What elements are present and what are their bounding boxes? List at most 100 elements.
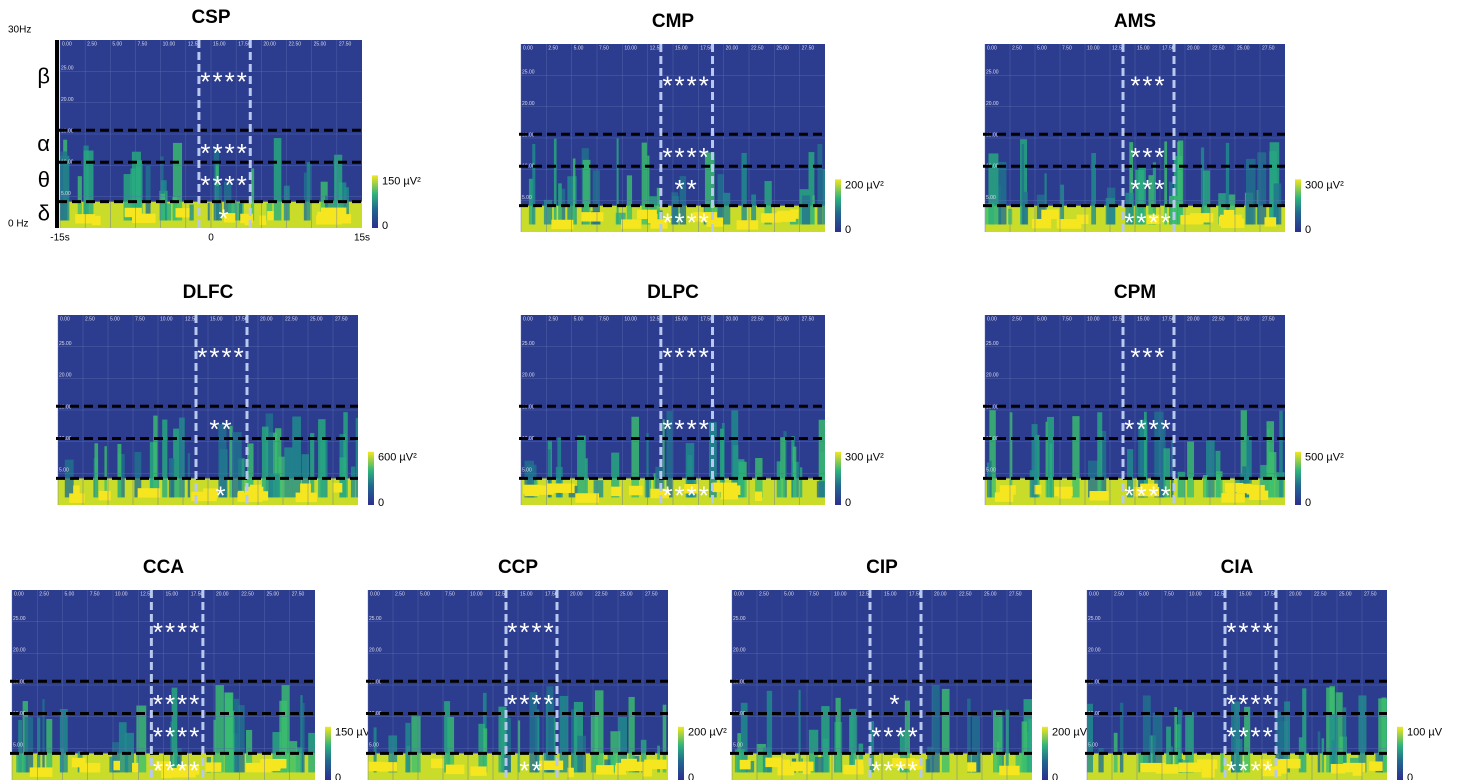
yellow-patch xyxy=(336,214,352,224)
freq-tick: 10.00 xyxy=(369,711,382,717)
time-tick: 5.00 xyxy=(112,41,122,47)
yellow-patch xyxy=(71,757,86,768)
freq-tick: 20.00 xyxy=(59,373,72,379)
significance-stars: **** xyxy=(662,142,710,172)
freq-tick: 15.00 xyxy=(13,679,26,685)
time-tick: 12.50 xyxy=(650,45,663,51)
significance-stars: **** xyxy=(1226,689,1274,719)
yellow-patch xyxy=(1190,213,1214,223)
spectral-burst xyxy=(641,142,647,225)
spectral-burst xyxy=(1216,471,1223,498)
spectral-burst xyxy=(1268,452,1277,498)
time-tick: 7.50 xyxy=(809,591,819,597)
spectral-burst xyxy=(662,704,667,773)
freq-tick: 15.00 xyxy=(1088,679,1101,685)
panel-title: CIA xyxy=(1221,557,1254,578)
significance-stars: **** xyxy=(1124,414,1172,444)
colorbar-max: 200 µV² xyxy=(845,179,884,191)
yellow-patch xyxy=(1369,761,1383,771)
freq-tick: 20.00 xyxy=(1088,648,1101,654)
spectral-burst xyxy=(64,459,74,498)
spectral-burst xyxy=(967,698,971,773)
yellow-patch xyxy=(1352,766,1363,776)
spectral-burst xyxy=(989,410,996,498)
spectral-burst xyxy=(275,428,282,498)
yellow-patch xyxy=(91,215,101,226)
spectral-burst xyxy=(1152,712,1163,773)
spectral-burst xyxy=(1378,698,1387,773)
spectral-burst xyxy=(546,686,554,773)
spectral-burst xyxy=(1206,440,1215,498)
time-label: 15s xyxy=(354,233,370,244)
freq-tick: 20.00 xyxy=(522,101,535,107)
freq-tick: 5.00 xyxy=(986,468,996,474)
spectral-burst xyxy=(46,718,53,773)
spectral-burst xyxy=(818,419,825,498)
significance-stars: **** xyxy=(507,617,555,647)
freq-tick: 5.00 xyxy=(61,191,71,197)
time-tick: 12.50 xyxy=(650,316,663,322)
freq-tick: 10.00 xyxy=(733,711,746,717)
yellow-patch xyxy=(628,485,643,496)
significance-stars: **** xyxy=(153,689,201,719)
spectral-burst xyxy=(498,706,507,773)
time-tick: 27.50 xyxy=(645,591,658,597)
significance-stars: **** xyxy=(1124,481,1172,511)
significance-stars: *** xyxy=(1130,142,1166,172)
yellow-patch xyxy=(783,211,794,221)
spectral-burst xyxy=(925,759,930,773)
spectral-burst xyxy=(405,722,411,773)
spectral-burst xyxy=(653,473,657,498)
spectral-burst xyxy=(292,416,301,498)
time-tick: 25.00 xyxy=(776,316,789,322)
spectral-burst xyxy=(1245,158,1256,225)
yellow-patch xyxy=(777,765,795,776)
spectral-burst xyxy=(269,474,280,498)
time-tick: 10.00 xyxy=(470,591,483,597)
time-tick: 25.00 xyxy=(310,316,323,322)
significance-stars: **** xyxy=(153,617,201,647)
significance-stars: **** xyxy=(200,66,248,96)
freq-tick: 25.00 xyxy=(369,616,382,622)
freq-tick: 15.00 xyxy=(733,679,746,685)
spectral-burst xyxy=(343,187,349,221)
spectral-burst xyxy=(656,187,661,225)
spectral-burst xyxy=(808,152,815,225)
spectral-burst xyxy=(717,174,724,225)
time-tick: 27.50 xyxy=(1262,45,1275,51)
spectral-burst xyxy=(1358,695,1367,773)
spectral-burst xyxy=(798,689,801,773)
spectral-burst xyxy=(737,459,745,498)
colorbar-min: 0 xyxy=(845,497,851,509)
yellow-patch xyxy=(843,764,864,775)
spectral-burst xyxy=(1273,183,1282,225)
time-tick: 27.50 xyxy=(292,591,305,597)
significance-stars: *** xyxy=(1130,342,1166,372)
spectral-burst xyxy=(1100,430,1107,498)
time-tick: 12.50 xyxy=(140,591,153,597)
spectral-burst xyxy=(229,425,233,498)
freq-tick: 10.00 xyxy=(1088,711,1101,717)
freq-tick: 20.00 xyxy=(61,97,74,103)
yellow-patch xyxy=(470,766,487,776)
spectrogram-panel: CIP 0.00 2.50 5.00 7.50 10.00 12.50 15.00 17.50 2… xyxy=(730,557,1091,780)
yellow-patch xyxy=(1225,482,1244,493)
yellow-patch xyxy=(431,758,444,769)
yellow-patch xyxy=(720,489,739,500)
yellow-patch xyxy=(761,213,781,223)
time-tick: 27.50 xyxy=(1364,591,1377,597)
yellow-patch xyxy=(237,490,245,501)
spectral-burst xyxy=(815,757,824,773)
spectral-burst xyxy=(233,698,240,773)
freq-tick: 20.00 xyxy=(13,648,26,654)
spectral-burst xyxy=(218,424,227,498)
spectral-burst xyxy=(529,692,538,773)
spectral-burst xyxy=(1246,435,1252,498)
yellow-patch xyxy=(523,484,542,495)
spectrogram-panel: CSP 0.00 2.50 5.00 7.50 10.00 12.50 15.00 17.50 2… xyxy=(58,7,421,234)
spectral-burst xyxy=(18,719,22,773)
spectral-burst xyxy=(447,717,455,773)
spectral-burst xyxy=(849,708,857,773)
spectral-burst xyxy=(1046,416,1054,498)
significance-stars: **** xyxy=(662,342,710,372)
